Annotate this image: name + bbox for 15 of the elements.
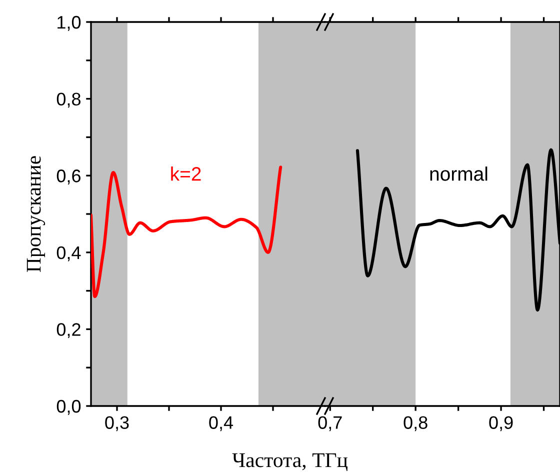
x-tick-label: 0,7 [318,416,342,432]
y-tick-label: 0,8 [56,92,80,108]
x-tick-label: 0,9 [489,416,513,432]
x-tick-label: 0,8 [404,416,428,432]
x-tick-label: 0,3 [105,416,129,432]
y-tick-label: 0,4 [56,246,81,262]
series-label: normal [430,166,488,181]
y-tick-label: 0,6 [56,170,80,184]
x-axis-title: Частота, ТГц [232,453,348,472]
y-axis-title: Пропускание [26,156,46,272]
y-tick-label: 0,2 [56,323,80,338]
y-tick-label: 1,0 [58,16,81,31]
series-label: k=2 [171,166,201,181]
y-tick-label: 0,0 [56,400,81,415]
x-tick-label: 0,4 [209,416,234,432]
